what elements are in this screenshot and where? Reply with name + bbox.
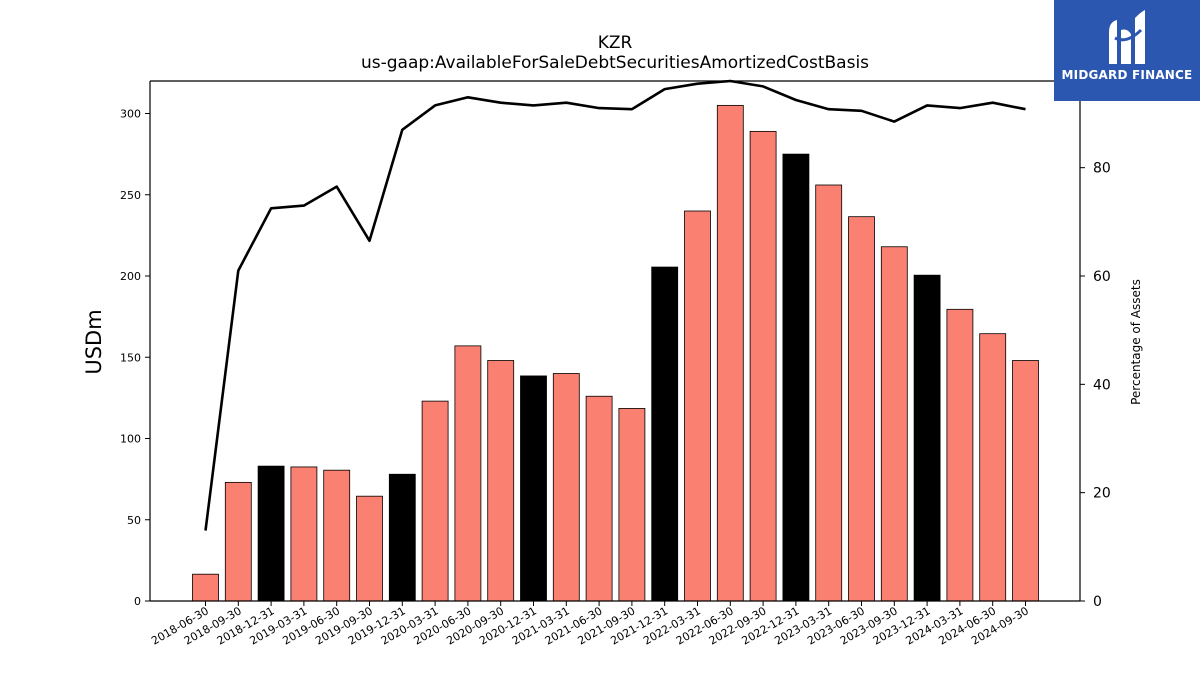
y-tick-label: 200	[120, 270, 141, 283]
bar-series	[192, 104, 1039, 602]
bar	[388, 473, 416, 602]
y2-tick-label: 80	[1093, 161, 1111, 177]
bar	[585, 395, 613, 602]
chart-title: KZR	[598, 33, 633, 53]
y2-tick-label: 40	[1093, 377, 1111, 393]
bar	[487, 360, 515, 602]
midgard-m-icon	[1109, 10, 1145, 64]
bar	[848, 216, 875, 602]
bar	[421, 400, 449, 602]
bar	[454, 345, 482, 602]
bar	[684, 210, 711, 602]
brand-logo: MIDGARD FINANCE	[1054, 0, 1200, 101]
y2-tick-label: 0	[1093, 594, 1102, 610]
bar	[651, 266, 679, 602]
bar	[815, 184, 843, 602]
bar	[520, 375, 547, 602]
bar	[749, 130, 777, 602]
bar	[618, 408, 646, 602]
bar	[979, 333, 1007, 602]
y-tick-label: 300	[120, 108, 141, 121]
brand-name: MIDGARD FINANCE	[1061, 68, 1193, 82]
bar	[716, 104, 744, 602]
bar	[224, 481, 252, 602]
y-tick-label: 50	[127, 514, 141, 527]
y2-tick-label: 20	[1093, 486, 1111, 502]
bar	[880, 246, 908, 602]
bar	[290, 466, 318, 602]
bar	[913, 274, 941, 602]
chart-subtitle: us-gaap:AvailableForSaleDebtSecuritiesAm…	[361, 53, 869, 73]
y-tick-label: 250	[120, 189, 141, 202]
percentage-line-series	[204, 79, 1026, 531]
y-tick-label: 150	[120, 351, 141, 364]
bar	[1012, 360, 1039, 602]
y-axis-label: USDm	[82, 309, 106, 374]
y-tick-label: 0	[134, 595, 141, 608]
bar	[356, 495, 383, 602]
bar	[257, 465, 285, 602]
bar	[782, 153, 810, 602]
y2-tick-label: 60	[1093, 269, 1111, 285]
bar	[552, 373, 580, 602]
bar	[192, 573, 219, 602]
bar	[323, 469, 351, 602]
y-tick-label: 100	[120, 433, 141, 446]
percentage-line	[204, 79, 1026, 531]
y2-axis-label: Percentage of Assets	[1129, 279, 1143, 405]
bar	[946, 308, 974, 602]
